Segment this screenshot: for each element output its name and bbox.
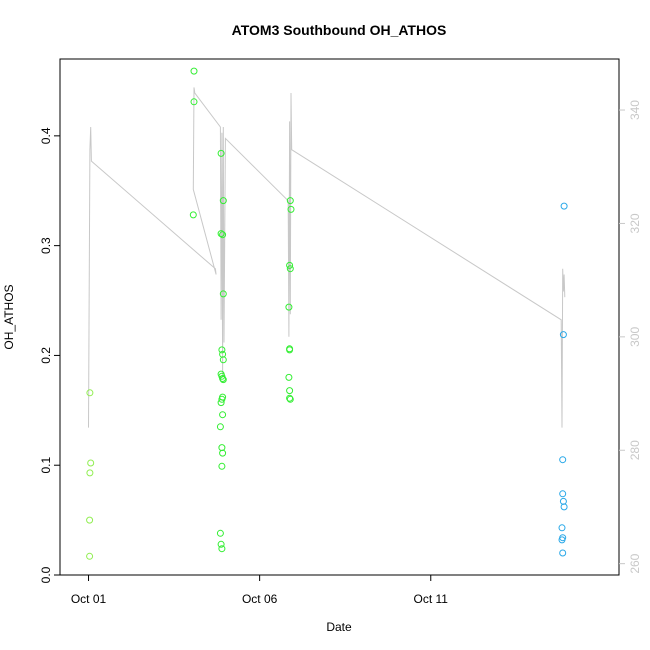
points-layer — [86, 67, 568, 560]
data-point — [219, 290, 227, 298]
x-axis-label: Date — [326, 620, 352, 634]
x-tick-label: Oct 01 — [71, 592, 107, 606]
data-point — [219, 449, 227, 457]
y-tick-label: 0.3 — [39, 237, 53, 254]
y-tick-label: 0.4 — [39, 127, 53, 144]
y-axis: 0.0 0.1 0.2 0.3 0.4 — [39, 127, 60, 583]
data-point — [216, 423, 224, 431]
data-point — [285, 373, 293, 381]
data-point — [558, 536, 566, 544]
data-point — [86, 469, 94, 477]
data-point — [86, 552, 94, 560]
data-point — [189, 211, 197, 219]
y2-tick-label: 260 — [628, 553, 642, 573]
data-point — [286, 346, 294, 354]
data-point — [559, 549, 567, 557]
data-point — [216, 529, 224, 537]
data-point — [190, 67, 198, 75]
data-point — [217, 149, 225, 157]
y2-tick-label: 320 — [628, 213, 642, 233]
data-point — [86, 389, 94, 397]
data-point — [87, 459, 95, 467]
x-tick-label: Oct 11 — [414, 592, 449, 606]
x-tick-label: Oct 06 — [242, 592, 278, 606]
secondary-line-layer — [88, 87, 566, 428]
data-point — [558, 524, 566, 532]
data-point — [218, 545, 226, 553]
data-point — [190, 98, 198, 106]
data-point — [286, 265, 294, 273]
data-point — [560, 202, 568, 210]
x-axis: Oct 01 Oct 06 Oct 11 — [71, 575, 448, 606]
data-point — [86, 516, 94, 524]
data-point — [219, 411, 227, 419]
data-point — [286, 261, 294, 269]
data-point — [559, 331, 567, 339]
data-point — [217, 540, 225, 548]
data-point — [217, 230, 225, 238]
data-point — [217, 399, 225, 407]
data-point — [559, 456, 567, 464]
data-point — [218, 395, 226, 403]
data-point — [286, 394, 294, 402]
y-tick-label: 0.2 — [39, 347, 53, 364]
data-point — [286, 197, 294, 205]
y2-axis: 260 280 300 320 340 — [619, 100, 642, 574]
data-point — [218, 346, 226, 354]
y-tick-label: 0.1 — [39, 457, 53, 474]
data-point — [286, 395, 294, 403]
data-point — [218, 462, 226, 470]
y2-tick-label: 300 — [628, 327, 642, 347]
data-point — [285, 303, 293, 311]
y-tick-label: 0.0 — [39, 566, 53, 583]
plot-frame — [59, 58, 620, 576]
data-point — [219, 356, 227, 364]
y-axis-label: OH_ATHOS — [2, 284, 16, 349]
data-point — [286, 387, 294, 395]
data-point — [287, 205, 295, 213]
data-point — [219, 197, 227, 205]
secondary-series-line — [88, 87, 566, 428]
data-point — [219, 376, 227, 384]
data-point — [219, 231, 227, 239]
data-point — [559, 490, 567, 498]
chart-title: ATOM3 Southbound OH_ATHOS — [232, 22, 447, 38]
y2-tick-label: 340 — [628, 100, 642, 120]
y2-tick-label: 280 — [628, 440, 642, 460]
data-point — [560, 503, 568, 511]
data-point — [219, 375, 227, 382]
